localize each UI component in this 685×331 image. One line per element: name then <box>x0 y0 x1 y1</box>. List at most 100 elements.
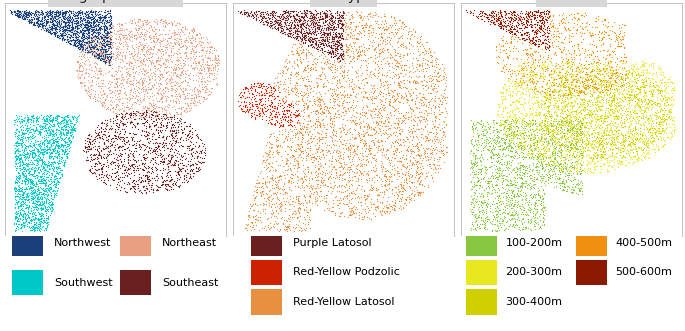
Point <box>127 64 138 70</box>
Point <box>295 202 306 207</box>
Point <box>627 87 638 92</box>
Point <box>38 23 49 28</box>
Point <box>431 76 442 81</box>
Point <box>12 145 23 151</box>
Point <box>555 171 566 177</box>
Point <box>84 33 95 38</box>
Point <box>420 136 431 141</box>
Point <box>36 19 47 24</box>
Point <box>76 44 87 49</box>
Point <box>351 71 362 76</box>
Point <box>338 10 349 16</box>
Point <box>259 10 270 15</box>
Point <box>525 52 536 57</box>
Point <box>84 34 95 40</box>
Point <box>279 128 290 134</box>
Point <box>379 13 390 19</box>
Point <box>195 31 206 36</box>
Point <box>31 157 42 162</box>
Point <box>319 49 330 54</box>
Point <box>79 17 90 22</box>
Point <box>324 142 335 148</box>
Point <box>328 116 339 121</box>
Point <box>582 158 593 164</box>
Point <box>509 102 520 108</box>
Point <box>577 162 588 167</box>
Point <box>510 32 521 37</box>
Point <box>321 199 332 204</box>
Point <box>288 158 299 164</box>
Point <box>475 119 486 124</box>
Point <box>284 196 295 202</box>
Point <box>629 69 640 74</box>
Point <box>373 144 384 149</box>
Point <box>329 211 340 216</box>
Point <box>19 166 30 171</box>
Point <box>135 39 146 45</box>
Point <box>50 170 61 175</box>
Point <box>56 141 67 147</box>
Point <box>543 125 553 130</box>
Point <box>475 176 486 181</box>
Point <box>52 178 63 183</box>
Point <box>350 35 361 40</box>
Point <box>15 188 26 193</box>
Point <box>492 228 503 233</box>
Point <box>493 151 503 156</box>
Point <box>260 179 271 184</box>
Point <box>557 132 568 138</box>
Point <box>486 11 497 16</box>
Point <box>569 154 580 160</box>
Point <box>33 187 44 192</box>
Point <box>144 176 155 181</box>
Point <box>62 154 73 159</box>
Point <box>597 41 608 46</box>
Point <box>92 28 103 33</box>
Point <box>490 212 501 217</box>
Point <box>519 145 530 150</box>
Point <box>570 148 581 153</box>
Point <box>147 156 158 161</box>
Point <box>262 165 273 170</box>
Point <box>661 85 672 90</box>
Point <box>47 140 58 145</box>
Point <box>625 86 636 91</box>
Point <box>647 138 658 144</box>
Point <box>309 124 320 130</box>
Point <box>188 26 199 32</box>
Point <box>157 56 168 61</box>
Point <box>40 24 51 29</box>
Point <box>556 179 567 184</box>
Point <box>48 13 59 19</box>
Point <box>516 84 527 89</box>
Point <box>319 11 330 17</box>
Point <box>272 142 283 147</box>
Point <box>305 36 316 41</box>
Point <box>427 53 438 58</box>
Point <box>14 118 25 123</box>
Point <box>166 70 177 75</box>
Point <box>412 159 423 164</box>
Point <box>473 166 484 171</box>
Point <box>385 22 396 27</box>
Point <box>310 39 321 44</box>
Point <box>95 16 105 21</box>
Point <box>164 168 175 173</box>
Point <box>176 126 187 132</box>
Point <box>372 18 383 24</box>
Point <box>654 114 665 119</box>
Point <box>42 127 53 133</box>
Point <box>343 154 354 160</box>
Point <box>615 83 626 89</box>
FancyBboxPatch shape <box>251 260 282 285</box>
Point <box>182 39 193 45</box>
Point <box>512 161 523 166</box>
Point <box>621 146 632 152</box>
Point <box>468 201 479 206</box>
Point <box>50 30 61 35</box>
Point <box>606 109 617 114</box>
Point <box>643 149 653 154</box>
Point <box>125 151 136 156</box>
Point <box>90 52 101 57</box>
Point <box>177 128 188 133</box>
